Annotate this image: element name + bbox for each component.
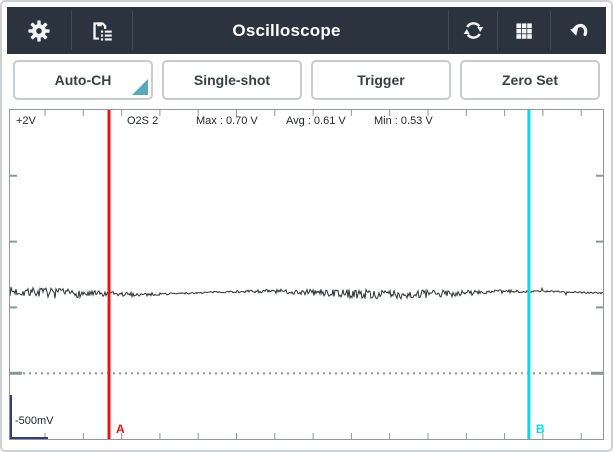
saved-recordings-button[interactable] xyxy=(72,7,132,54)
o2s2-waveform xyxy=(10,286,603,301)
single-shot-button[interactable]: Single-shot xyxy=(162,60,302,100)
grid-icon xyxy=(516,22,532,39)
refresh-button[interactable] xyxy=(449,7,497,54)
y-axis-min-label: -500mV xyxy=(15,415,54,427)
save-list-icon xyxy=(93,21,112,41)
cursor-b-label[interactable]: B xyxy=(535,422,545,436)
stat-avg-label: Avg : 0.61 V xyxy=(286,115,346,127)
time-axis-ticks xyxy=(44,110,582,439)
y-axis-max-label: +2V xyxy=(16,115,36,127)
gear-icon xyxy=(28,19,50,42)
auto-ch-button[interactable]: Auto-CH xyxy=(13,60,153,100)
auto-ch-label: Auto-CH xyxy=(54,72,112,88)
titlebar-divider xyxy=(497,11,498,50)
titlebar-divider xyxy=(132,11,133,50)
channel-label: O2S 2 xyxy=(127,115,159,127)
titlebar-divider xyxy=(448,11,449,50)
grid-view-button[interactable] xyxy=(498,7,550,54)
oscilloscope-display[interactable]: +2V O2S 2 Max : 0.70 V Avg : 0.61 V Min … xyxy=(9,109,604,440)
single-shot-label: Single-shot xyxy=(193,72,271,88)
back-button[interactable] xyxy=(551,7,606,54)
titlebar-divider xyxy=(550,11,551,50)
scope-toolbar: Auto-CH Single-shot Trigger Zero Set xyxy=(7,60,606,100)
voltage-axis-ticks xyxy=(10,174,603,309)
zero-set-label: Zero Set xyxy=(501,72,558,88)
cursor-a-label[interactable]: A xyxy=(116,422,125,436)
settings-button[interactable] xyxy=(7,7,71,54)
titlebar-spacer xyxy=(133,7,448,54)
refresh-sync-icon xyxy=(463,22,483,39)
trigger-button[interactable]: Trigger xyxy=(311,60,451,100)
return-arrow-icon xyxy=(569,23,587,36)
stat-min-label: Min : 0.53 V xyxy=(374,115,433,127)
titlebar-divider xyxy=(71,11,72,50)
stat-max-label: Max : 0.70 V xyxy=(196,115,258,127)
dropdown-corner-icon xyxy=(132,79,148,95)
zero-set-button[interactable]: Zero Set xyxy=(460,60,600,100)
trigger-label: Trigger xyxy=(357,72,405,88)
waveform-plot xyxy=(10,110,603,439)
title-bar: Oscilloscope xyxy=(7,7,606,54)
